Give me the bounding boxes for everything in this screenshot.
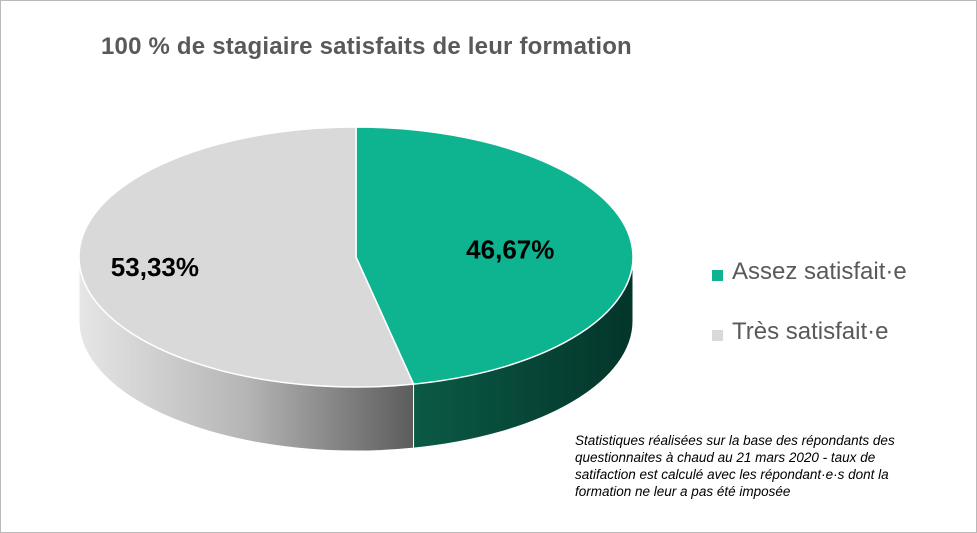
pie-slice-tres [78, 126, 415, 388]
data-label-assez: 46,67% [466, 234, 554, 264]
legend-swatch-assez [712, 270, 723, 281]
footnote: Statistiques réalisées sur la base des r… [575, 433, 895, 499]
legend-label-assez: Assez satisfait·e [732, 258, 907, 285]
chart-title: 100 % de stagiaire satisfaits de leur fo… [101, 33, 632, 60]
data-label-tres: 53,33% [111, 252, 199, 282]
pie-slice-assez [355, 126, 634, 385]
legend-label-tres: Très satisfait·e [732, 318, 889, 345]
legend-swatch-tres [712, 330, 723, 341]
